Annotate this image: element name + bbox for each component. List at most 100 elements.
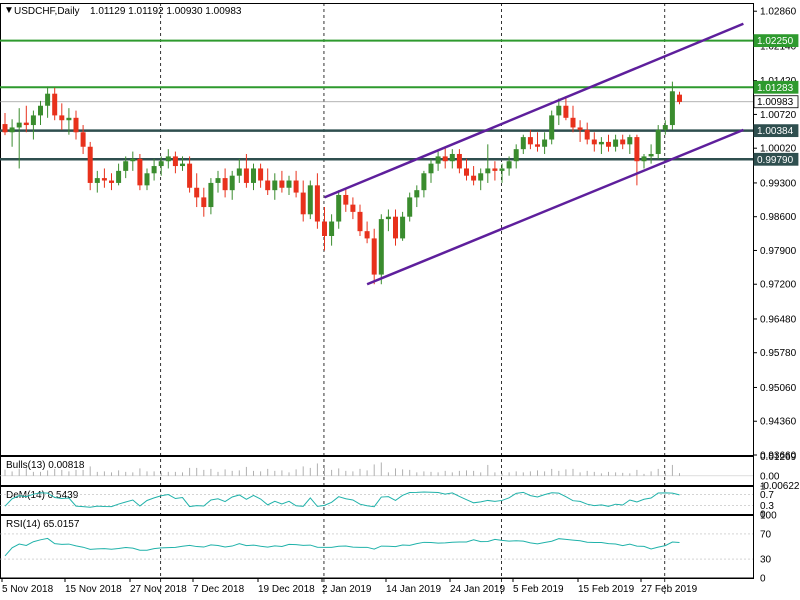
candle-body <box>9 127 15 133</box>
x-tick-label: 27 Nov 2018 <box>130 584 187 595</box>
candle-body <box>634 137 640 162</box>
candle-body <box>215 178 221 183</box>
candle-body <box>293 180 299 193</box>
candle-body <box>265 180 271 191</box>
y-tick-label: 1.02860 <box>760 7 797 18</box>
candle-body <box>208 182 214 208</box>
y-tick-label: 1.00720 <box>760 110 797 121</box>
dem-y-tick: 1 <box>760 482 766 493</box>
candle-body <box>343 194 349 205</box>
candle-body <box>187 163 193 188</box>
y-tick-label: 0.93660 <box>760 451 797 462</box>
y-tick-label: 0.98600 <box>760 212 797 223</box>
candle-body <box>322 221 327 236</box>
candle-body <box>641 156 647 162</box>
x-tick-label: 19 Dec 2018 <box>258 584 315 595</box>
candle-body <box>527 137 533 145</box>
candle-body <box>350 204 356 212</box>
candle-body <box>229 175 235 191</box>
x-tick-label: 5 Nov 2018 <box>2 584 54 595</box>
candle-body <box>116 170 122 183</box>
rsi-y-tick: 30 <box>760 555 772 566</box>
candle-body <box>492 168 498 171</box>
candle-body <box>158 161 164 167</box>
candle-body <box>677 94 682 102</box>
candle-body <box>165 156 171 162</box>
candle-body <box>613 139 619 147</box>
x-tick-label: 14 Jan 2019 <box>386 584 441 595</box>
y-tick-label: 0.99300 <box>760 178 797 189</box>
candle-body <box>222 178 228 191</box>
level-price-label: 1.00983 <box>757 97 794 108</box>
bulls-y-tick: 0.01269 <box>760 452 797 463</box>
dem-line <box>4 491 680 508</box>
candle-body <box>357 211 363 232</box>
channel-line-upper <box>324 22 744 199</box>
x-tick-label: 15 Nov 2018 <box>65 584 122 595</box>
candle-body <box>542 139 548 147</box>
candle-body <box>513 149 519 162</box>
level-price-box <box>753 124 799 138</box>
candle-body <box>314 185 320 222</box>
candle-body <box>279 180 285 188</box>
candle-body <box>620 139 626 145</box>
candle-body <box>80 132 86 147</box>
chart-ohlc: 1.01129 1.01192 1.00930 1.00983 <box>90 6 242 17</box>
candle-body <box>570 117 576 128</box>
candle-body <box>194 187 200 198</box>
level-price-box <box>753 95 799 109</box>
demarker-panel: DeM(14) 0.5439 10.70.30 <box>0 482 774 521</box>
candle-body <box>648 153 654 157</box>
candle-body <box>385 216 391 220</box>
bulls-panel: Bulls(13) 0.00818 0.01269 0.00-0.00622 <box>0 452 800 492</box>
candle-body <box>109 180 114 183</box>
candle-body <box>464 168 469 176</box>
candle-body <box>258 168 264 181</box>
candle-body <box>435 156 441 164</box>
candle-body <box>669 91 675 126</box>
candle-body <box>59 115 65 121</box>
candle-body <box>471 175 477 181</box>
chart-header-icon[interactable]: ▼ <box>4 5 14 16</box>
level-price-label: 1.01283 <box>757 83 794 94</box>
candle-body <box>627 137 633 145</box>
level-price-label: 0.99790 <box>757 155 794 166</box>
candle-body <box>38 105 43 116</box>
candle-body <box>300 192 306 215</box>
x-tick-label: 5 Feb 2019 <box>513 584 564 595</box>
candle-body <box>272 180 278 191</box>
candle-body <box>535 144 540 147</box>
candle-body <box>442 156 448 162</box>
candle-body <box>378 219 384 275</box>
candle-body <box>172 156 178 167</box>
level-price-label: 1.02250 <box>757 36 794 47</box>
candle-body <box>556 105 562 116</box>
candle-body <box>307 185 313 215</box>
candle-body <box>655 129 661 154</box>
x-tick-label: 7 Dec 2018 <box>193 584 245 595</box>
candle-body <box>364 231 370 239</box>
rsi-line <box>4 537 680 557</box>
candle-body <box>87 146 93 183</box>
candle-body <box>478 173 484 181</box>
dem-title: DeM(14) 0.5439 <box>6 490 79 501</box>
x-axis: 5 Nov 2018 15 Nov 2018 27 Nov 2018 7 Dec 20… <box>0 577 753 595</box>
x-tick-label: 27 Feb 2019 <box>641 584 698 595</box>
candle-body <box>371 238 377 275</box>
y-tick-label: 0.94360 <box>760 417 797 428</box>
candle-body <box>16 122 22 128</box>
bulls-y-tick: -0.00622 <box>760 481 800 492</box>
level-price-label: 1.00384 <box>757 126 794 137</box>
candle-body <box>137 158 143 186</box>
candle-body <box>414 190 420 198</box>
candle-body <box>591 139 597 145</box>
bulls-title: Bulls(13) 0.00818 <box>6 460 85 471</box>
x-tick-label: 2 Jan 2019 <box>322 584 372 595</box>
price-panel: 1.028601.021401.014201.007201.000200.993… <box>0 3 799 597</box>
candle-body <box>400 216 406 239</box>
y-tick-label: 1.00020 <box>760 144 797 155</box>
candle-body <box>577 127 583 130</box>
candle-body <box>236 168 242 176</box>
candle-body <box>243 168 249 183</box>
candle-body <box>407 197 413 217</box>
